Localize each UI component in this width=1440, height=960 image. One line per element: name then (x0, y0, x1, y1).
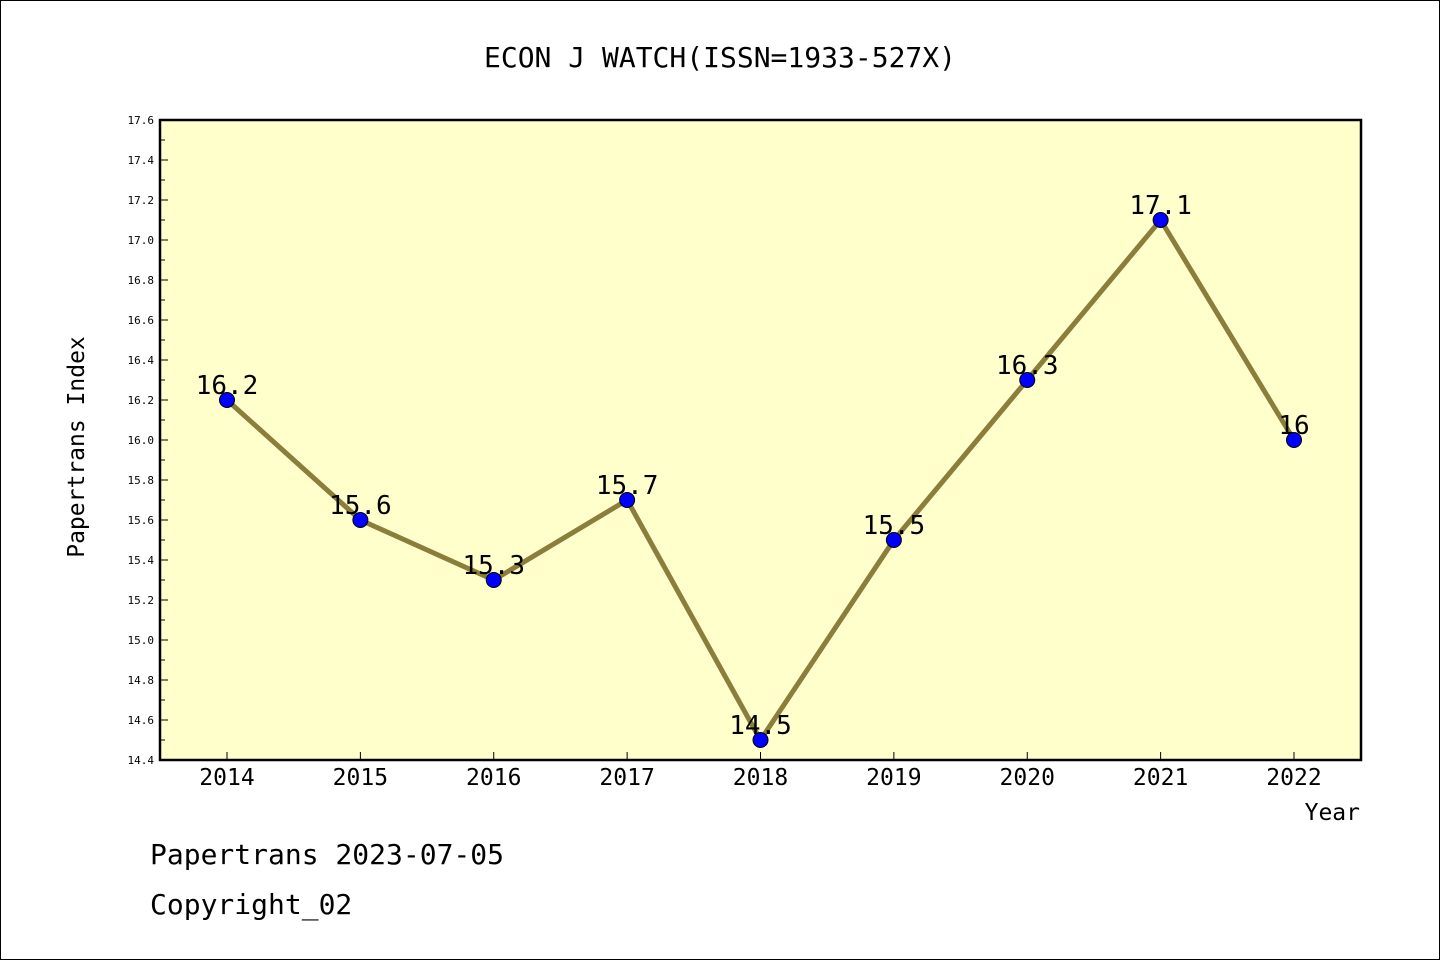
x-axis-label: Year (1305, 800, 1360, 826)
chart-title: ECON J WATCH(ISSN=1933-527X) (484, 41, 956, 74)
data-point (352, 512, 369, 528)
data-labels: 16.2 15.6 15.3 15.7 14.5 15.5 16.3 17.1 16 (196, 191, 1310, 741)
y-axis: 14.4 14.6 14.8 15.0 15.2 15.4 15.6 15.8 16.0 16.2… (128, 114, 168, 767)
data-label: 17.1 (1129, 191, 1192, 221)
data-label: 15.3 (462, 551, 525, 581)
y-tick-label: 15.2 (128, 594, 155, 607)
data-label: 15.5 (863, 511, 926, 541)
x-tick-label: 2019 (866, 765, 921, 791)
y-tick-label: 16.0 (128, 434, 155, 447)
y-tick-label: 16.4 (128, 354, 155, 367)
y-axis-label: Papertrans Index (64, 336, 90, 558)
data-label: 15.7 (596, 471, 659, 501)
y-tick-label: 15.0 (128, 634, 155, 647)
data-point (485, 572, 502, 588)
data-point (1019, 372, 1036, 388)
y-tick-label: 17.6 (128, 114, 155, 127)
x-tick-label: 2017 (599, 765, 654, 791)
y-tick-label: 17.0 (128, 234, 155, 247)
x-tick-label: 2022 (1266, 765, 1321, 791)
data-label: 16 (1278, 411, 1309, 441)
y-tick-label: 14.4 (128, 754, 155, 767)
y-tick-label: 16.2 (128, 394, 155, 407)
data-point (619, 492, 636, 508)
x-tick-label: 2018 (733, 765, 788, 791)
y-tick-label: 16.8 (128, 274, 155, 287)
y-tick-label: 16.6 (128, 314, 155, 327)
x-tick-label: 2015 (333, 765, 388, 791)
data-point (219, 392, 235, 408)
x-tick-label: 2014 (199, 765, 254, 791)
y-tick-label: 15.6 (128, 514, 155, 527)
data-point (885, 532, 902, 548)
data-point (1286, 432, 1302, 448)
data-label: 16.2 (196, 371, 259, 401)
footer-copyright: Copyright_02 (150, 888, 352, 922)
data-label: 16.3 (996, 351, 1059, 381)
y-tick-label: 15.4 (128, 554, 155, 567)
x-tick-label: 2016 (466, 765, 521, 791)
y-tick-label: 14.8 (128, 674, 155, 687)
data-point (1152, 212, 1169, 228)
y-tick-label: 15.8 (128, 474, 155, 487)
x-tick-label: 2021 (1133, 765, 1188, 791)
x-axis: 2014 2015 2016 2017 2018 2019 2020 2021 2022 (199, 752, 1322, 791)
x-tick-label: 2020 (1000, 765, 1055, 791)
series (219, 212, 1302, 748)
y-tick-label: 17.2 (128, 194, 155, 207)
data-point (752, 732, 769, 748)
data-label: 14.5 (729, 711, 792, 741)
y-tick-label: 14.6 (128, 714, 155, 727)
footer-date: Papertrans 2023-07-05 (150, 838, 504, 871)
data-label: 15.6 (329, 491, 392, 521)
y-tick-label: 17.4 (128, 154, 155, 167)
